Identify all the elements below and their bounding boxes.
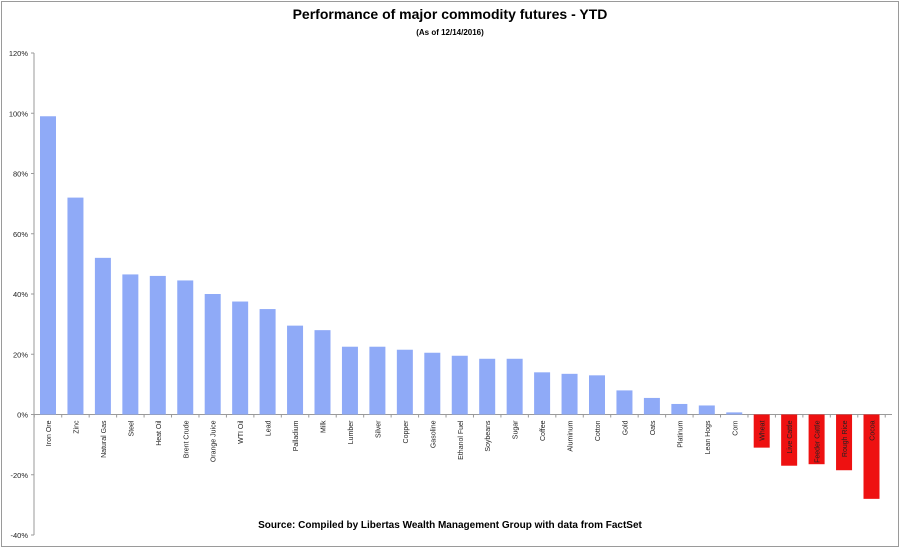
bar-palladium: [287, 325, 304, 415]
x-tick-label: Palladium: [293, 420, 300, 451]
bar-platinum: [671, 403, 688, 415]
x-tick-label: Oats: [650, 420, 657, 435]
chart-source: Source: Compiled by Libertas Wealth Mana…: [258, 520, 642, 531]
bar-rough-rice: [836, 414, 853, 471]
bar-iron-ore: [40, 116, 56, 415]
x-tick-label: Zinc: [73, 420, 80, 434]
bar-coffee: [534, 372, 551, 415]
y-tick-label: 100%: [9, 109, 29, 118]
y-tick-label: 40%: [13, 290, 28, 299]
bar-lumber: [341, 346, 358, 415]
x-tick-label: Platinum: [677, 420, 684, 447]
x-tick-label: Feeder Cattle: [815, 420, 822, 463]
chart-title: Performance of major commodity futures -…: [292, 6, 608, 22]
x-tick-label: Coffee: [540, 420, 547, 441]
bar-oats: [643, 397, 660, 415]
x-tick-label: Rough Rice: [842, 420, 849, 457]
bar-soybeans: [479, 358, 496, 415]
bar-gold: [616, 390, 633, 415]
bar-wti-oil: [232, 301, 249, 415]
x-tick-label: Cotton: [595, 420, 602, 441]
x-tick-label: Corn: [732, 420, 739, 435]
x-tick-label: Gasoline: [430, 420, 437, 448]
x-tick-label: Brent Crude: [183, 420, 190, 458]
x-tick-label: Soybeans: [485, 420, 492, 452]
chart-subtitle: (As of 12/14/2016): [416, 28, 484, 37]
y-tick-label: 80%: [13, 170, 28, 179]
x-tick-label: WTI Oil: [238, 420, 245, 444]
bar-corn: [726, 412, 743, 415]
x-tick-label: Lumber: [348, 420, 355, 444]
bar-lead: [259, 309, 276, 415]
bar-ethanol-fuel: [451, 355, 468, 415]
bar-cocoa: [863, 414, 880, 499]
bar-live-cattle: [781, 414, 798, 466]
x-tick-label: Copper: [403, 420, 410, 444]
x-tick-label: Steel: [128, 420, 135, 436]
y-tick-label: -40%: [10, 531, 28, 540]
bar-brent-crude: [177, 280, 194, 415]
bar-aluminum: [561, 373, 578, 415]
bar-copper: [396, 349, 413, 415]
bar-wheat: [753, 414, 770, 448]
bar-heat-oil: [149, 275, 166, 415]
y-tick-label: 60%: [13, 230, 28, 239]
bar-cotton: [589, 375, 605, 415]
x-tick-label: Sugar: [513, 420, 520, 439]
y-tick-label: 120%: [9, 49, 29, 58]
bar-lean-hogs: [698, 405, 715, 415]
y-tick-label: -20%: [10, 471, 28, 480]
bar-sugar: [506, 358, 523, 415]
bar-feeder-cattle: [808, 414, 825, 465]
x-tick-label: Aluminum: [568, 420, 575, 451]
x-tick-label: Lean Hogs: [705, 420, 712, 454]
bar-steel: [122, 274, 139, 415]
bar-zinc: [67, 197, 84, 415]
x-tick-label: Silver: [375, 420, 382, 438]
y-tick-label: 20%: [13, 350, 28, 359]
x-tick-label: Iron Ore: [46, 420, 53, 446]
bar-natural-gas: [94, 257, 111, 415]
bar-orange-juice: [204, 294, 221, 415]
bar-gasoline: [424, 352, 441, 415]
x-tick-label: Cocoa: [870, 420, 877, 440]
y-tick-label: 0%: [17, 411, 28, 420]
x-tick-label: Heat Oil: [156, 420, 163, 446]
x-tick-label: Lead: [266, 420, 273, 436]
x-tick-label: Wheat: [760, 420, 767, 440]
x-tick-label: Orange Juice: [211, 420, 218, 462]
bar-silver: [369, 346, 386, 415]
x-tick-label: Gold: [622, 420, 629, 435]
bar-milk: [314, 330, 331, 415]
x-tick-label: Milk: [321, 420, 328, 433]
x-tick-label: Natural Gas: [101, 420, 108, 458]
x-tick-label: Ethanol Fuel: [458, 420, 465, 460]
x-tick-label: Live Cattle: [787, 420, 794, 453]
